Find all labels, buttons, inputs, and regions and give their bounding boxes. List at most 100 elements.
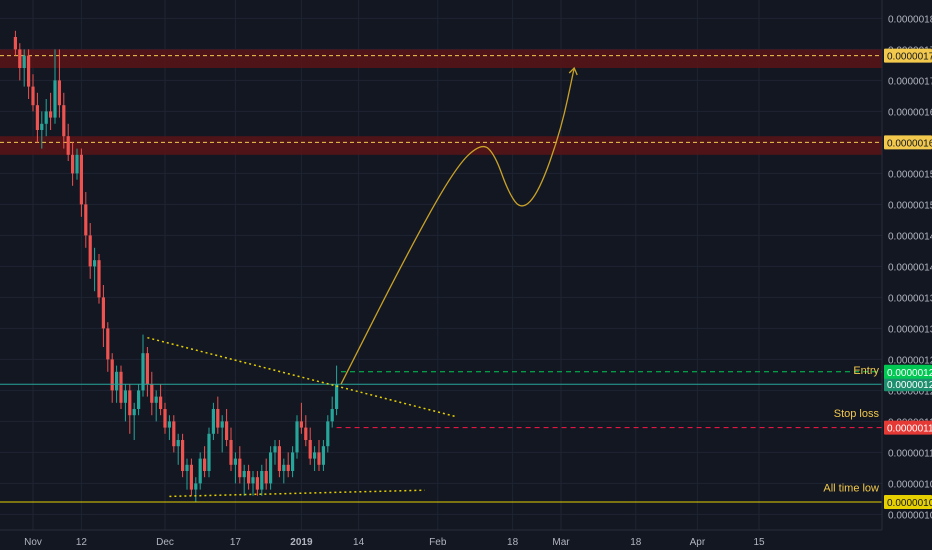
candle-body	[172, 421, 176, 447]
candle-body	[269, 452, 273, 484]
candle-body	[159, 396, 163, 409]
time-tick-label: 18	[630, 537, 642, 548]
resistance-zone	[0, 136, 882, 155]
candle-body	[242, 471, 246, 478]
candle-body	[84, 204, 88, 236]
candle-body	[150, 384, 154, 403]
price-tick-label: 0.00000155	[888, 169, 932, 180]
candle-body	[308, 440, 312, 459]
candle-body	[321, 446, 325, 465]
candle-body	[93, 260, 97, 267]
candle-body	[13, 37, 17, 50]
candle-body	[66, 136, 70, 155]
candle-body	[88, 235, 92, 267]
candle-body	[282, 464, 286, 471]
candle-body	[97, 260, 101, 298]
annotation-lines	[0, 66, 882, 503]
price-tick-label: 0.00000105	[888, 479, 932, 490]
time-tick-label: 15	[753, 537, 765, 548]
annotation-labels: Entry Stop loss All time low	[823, 365, 879, 495]
candle-body	[211, 409, 215, 434]
price-label: 0.00000114	[887, 424, 932, 435]
candle-body	[299, 421, 303, 428]
candle-body	[317, 452, 321, 465]
candle-body	[18, 49, 22, 68]
candle-body	[176, 440, 180, 447]
candle-body	[35, 105, 39, 130]
time-tick-label: Mar	[552, 537, 570, 548]
price-label-box	[884, 48, 932, 63]
candle-body	[154, 396, 158, 403]
candle-body	[137, 390, 141, 409]
candle-body	[22, 55, 26, 68]
candle-body	[163, 409, 167, 428]
resistance-zone	[0, 49, 882, 68]
price-label-box	[884, 495, 932, 509]
candle-body	[167, 421, 171, 428]
candle-body	[53, 80, 57, 118]
time-tick-label: Nov	[24, 537, 42, 548]
candle-body	[238, 458, 242, 478]
candle-body	[185, 464, 189, 471]
time-tick-label: 12	[76, 537, 88, 548]
candle-body	[330, 409, 334, 422]
annotation-text: Stop loss	[834, 408, 880, 420]
candle-body	[207, 433, 211, 471]
projection-path	[340, 67, 575, 385]
price-label: 0.00000123	[887, 368, 932, 379]
time-axis: Nov 12 Dec 17 2019 14 Feb 18 Mar 18 Apr 15	[0, 529, 882, 548]
candle-body	[251, 477, 255, 484]
price-tick-label: 0.00000145	[888, 231, 932, 242]
candle-body	[286, 464, 290, 471]
price-label: 0.00000121	[887, 380, 932, 391]
candle-body	[216, 409, 220, 428]
candle-body	[335, 384, 339, 409]
candle-body	[313, 452, 317, 459]
price-tick-label: 0.00000180	[888, 14, 932, 25]
time-tick-label: Apr	[690, 537, 706, 548]
candle-body	[40, 123, 44, 130]
price-label: 0.00000174	[887, 52, 932, 63]
candle-body	[145, 353, 149, 385]
projection-arrowhead	[568, 66, 578, 76]
candle-body	[225, 421, 229, 440]
price-tick-label: 0.00000165	[888, 107, 932, 118]
candle-body	[44, 111, 48, 124]
price-label: 0.00000102	[887, 498, 932, 509]
candle-body	[194, 483, 198, 490]
price-tick-label: 0.00000150	[888, 200, 932, 211]
candle-body	[141, 353, 145, 391]
candle-body	[62, 105, 66, 137]
candle-body	[326, 421, 330, 447]
price-tick-label: 0.00000140	[888, 262, 932, 273]
price-axis: 0.000001000.000001050.000001100.00000115…	[881, 0, 932, 530]
time-tick-label: 2019	[290, 537, 313, 548]
candle-body	[132, 409, 136, 416]
candle-body	[71, 154, 75, 174]
candle-body	[220, 421, 224, 428]
price-label-box	[884, 364, 932, 379]
candle-body	[181, 440, 185, 471]
candle-body	[295, 421, 299, 453]
candle-body	[291, 452, 295, 471]
candle-body	[247, 471, 251, 484]
candle-body	[273, 446, 277, 453]
price-label-box	[884, 377, 932, 392]
candle-body	[75, 154, 79, 174]
candle-body	[27, 55, 31, 87]
candle-body	[128, 390, 132, 416]
candle-body	[49, 111, 53, 118]
time-tick-label: 17	[230, 537, 242, 548]
candle-body	[57, 80, 61, 106]
candle-body	[260, 471, 264, 490]
resistance-zones	[0, 49, 882, 155]
price-tick-label: 0.00000135	[888, 293, 932, 304]
price-tick-label: 0.00000125	[888, 355, 932, 366]
candles	[13, 30, 339, 502]
candle-body	[123, 390, 127, 403]
